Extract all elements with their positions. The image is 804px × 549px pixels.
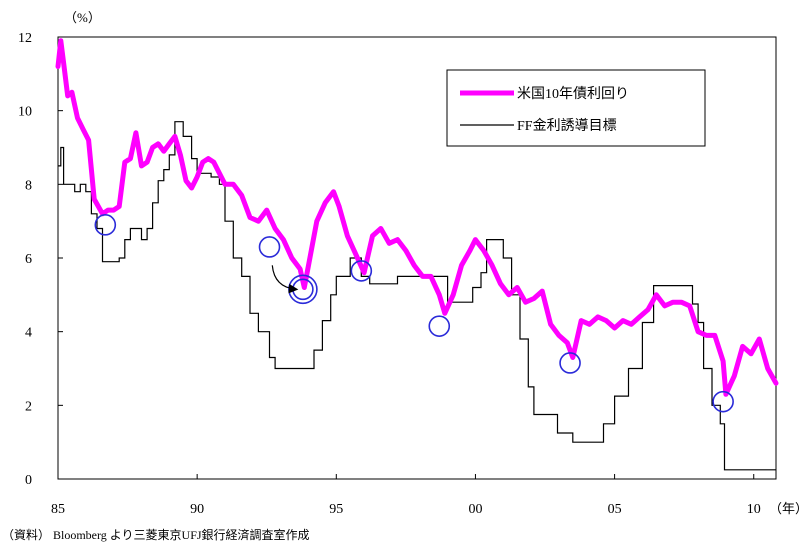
y-tick-label: 0 [25,473,32,488]
legend-box [446,69,706,147]
x-axis: 85 90 95 00 05 10 [51,474,761,517]
series-layer [55,38,779,471]
x-tick-label: 05 [608,502,622,517]
highlight-circle [350,260,373,282]
y-tick-label: 6 [25,252,32,267]
y-tick-label: 12 [18,31,32,46]
highlight-circle [712,390,734,413]
highlight-circle [94,214,117,236]
y-tick-label: 2 [25,399,32,414]
annotation-arrow [271,265,299,294]
legend: 米国10年債利回り FF金利誘導目標 [446,69,706,147]
x-tick-label: 00 [468,502,482,517]
x-tick-label: 85 [51,502,65,517]
ff-rate-line [58,121,776,471]
highlight-circle [428,315,451,337]
y-axis: 0 2 4 6 8 10 12 [18,31,63,488]
treasury-yield-line [55,38,779,397]
x-tick-label: 95 [329,502,343,517]
highlight-circle [559,352,581,374]
x-axis-unit: （年） [769,501,804,516]
y-tick-label: 10 [18,105,32,120]
y-tick-label: 4 [25,326,32,341]
legend-label-ff-rate: FF金利誘導目標 [517,118,617,134]
y-axis-unit: （%） [64,10,101,25]
x-tick-label: 90 [190,502,204,517]
source-note: （資料） Bloomberg より三菱東京UFJ銀行経済調査室作成 [2,528,310,542]
x-tick-label: 10 [747,502,761,517]
legend-label-treasury: 米国10年債利回り [517,86,629,102]
marker-layer [94,214,734,413]
y-tick-label: 8 [25,178,32,193]
highlight-circle [258,236,281,258]
